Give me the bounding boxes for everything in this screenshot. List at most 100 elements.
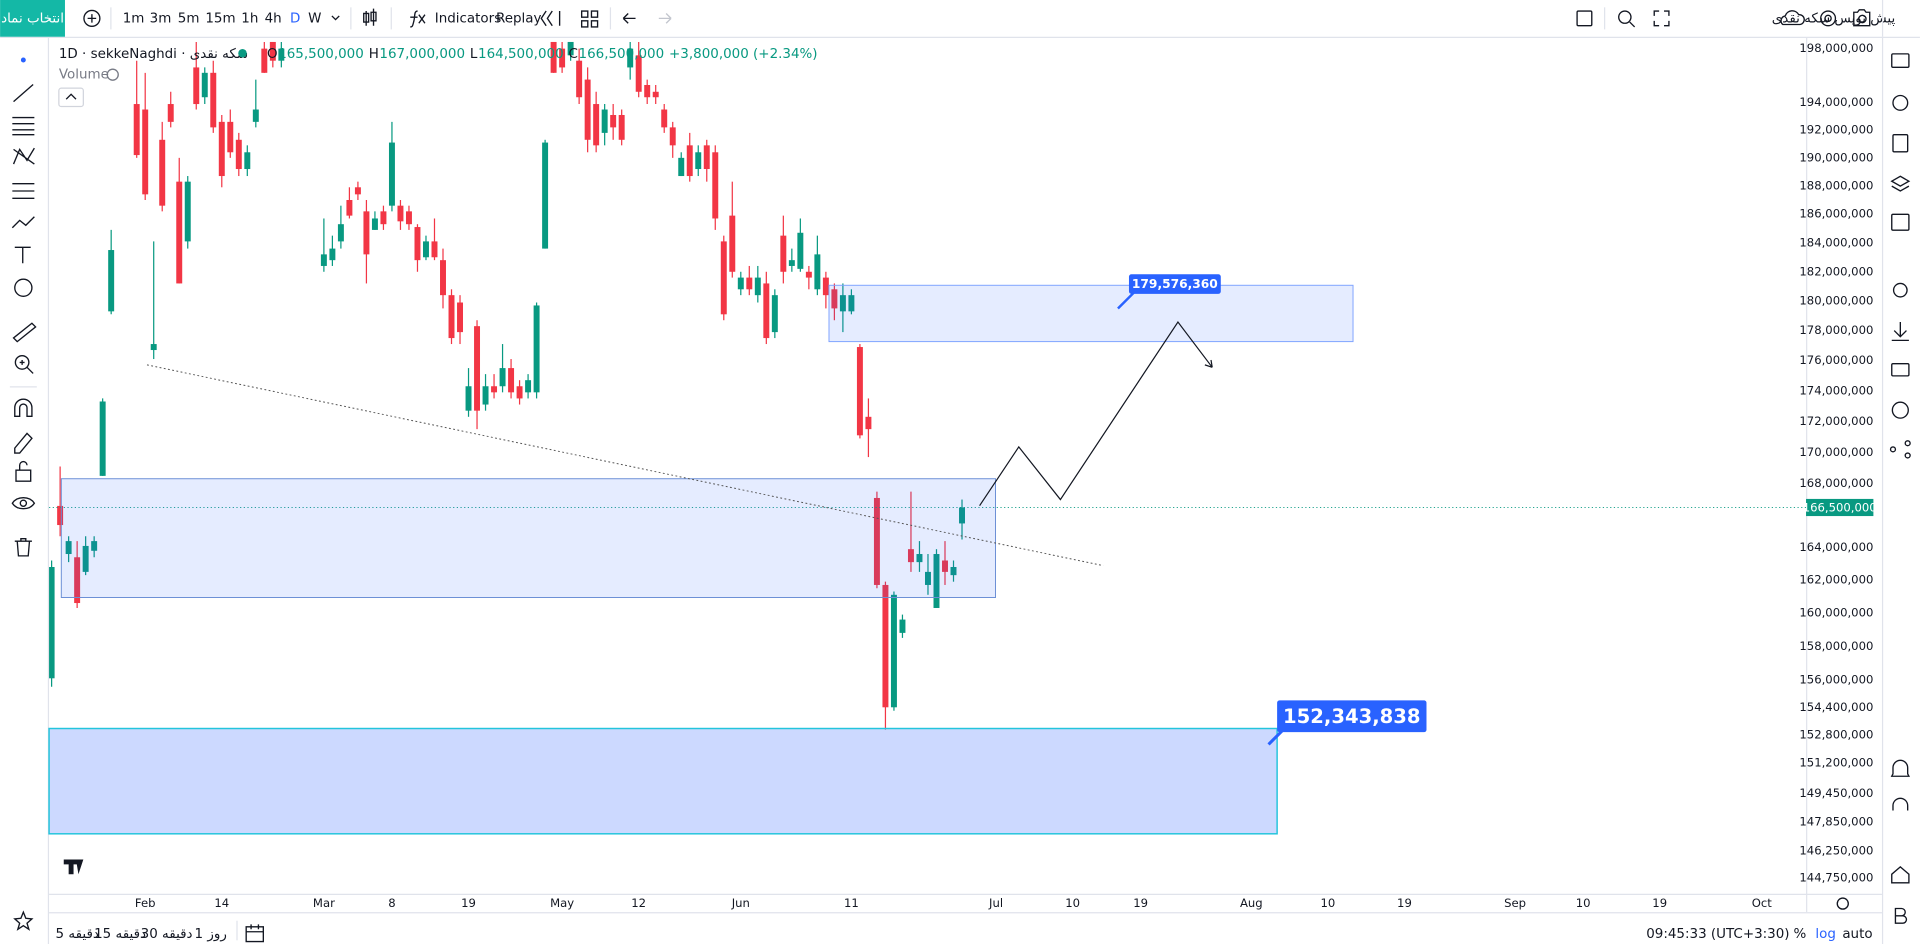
draw-mode-tool[interactable]: [14, 432, 33, 454]
delete-tool[interactable]: [14, 538, 32, 557]
interval-button[interactable]: 1h: [241, 11, 258, 26]
path-projection[interactable]: [979, 320, 1213, 507]
chart-type-icon[interactable]: [363, 8, 377, 26]
alerts-icon[interactable]: [1892, 94, 1909, 111]
replay-icon[interactable]: [540, 10, 561, 27]
interval-button[interactable]: 3m: [150, 11, 172, 26]
trend-line-tool[interactable]: [13, 83, 34, 103]
candle-body: [516, 386, 523, 399]
candle-body: [354, 187, 361, 195]
price-label-box[interactable]: [1277, 700, 1427, 733]
candle-body: [942, 560, 948, 572]
range-button[interactable]: دقیقه 5: [56, 927, 99, 942]
undo-icon[interactable]: [622, 12, 636, 24]
calendar-icon[interactable]: [1891, 213, 1910, 231]
y-tick-label: 182,000,000: [1799, 264, 1873, 278]
settings-icon[interactable]: [1892, 282, 1908, 298]
zoom-tool[interactable]: [14, 355, 30, 370]
layers-icon[interactable]: [1890, 175, 1911, 192]
date-range-icon[interactable]: [245, 924, 264, 943]
interval-button[interactable]: W: [308, 11, 321, 26]
range-button[interactable]: دقیقه 30: [141, 927, 193, 942]
visibility-tool[interactable]: [11, 497, 36, 510]
price-label-box[interactable]: [1128, 274, 1221, 294]
share-icon[interactable]: [1889, 446, 1897, 453]
emoji-tool[interactable]: [14, 278, 33, 297]
x-tick-label: Aug: [1240, 896, 1263, 910]
home-icon[interactable]: [1891, 865, 1910, 884]
ohlc-value: 165,500,000: [278, 47, 364, 62]
interval-button[interactable]: 5m: [178, 11, 200, 26]
x-tick-label: May: [550, 896, 574, 910]
ruler-tool[interactable]: [12, 322, 37, 343]
candle-body: [252, 109, 259, 122]
market-status[interactable]: [238, 48, 247, 58]
range-button[interactable]: دقیقه 15: [94, 927, 146, 942]
watchlist-icon[interactable]: [1891, 53, 1910, 69]
candle-body: [320, 254, 327, 266]
fullscreen-box-icon[interactable]: [1576, 10, 1593, 27]
percent-toggle[interactable]: %: [1794, 927, 1807, 942]
collapse-button[interactable]: [58, 87, 84, 108]
snapshot-icon[interactable]: [1853, 9, 1871, 27]
log-toggle[interactable]: log: [1815, 927, 1836, 942]
pattern-tool[interactable]: [12, 147, 35, 165]
interval-dropdown[interactable]: [331, 15, 340, 21]
candle-body: [618, 114, 625, 140]
candle-body: [899, 619, 906, 633]
support-icon[interactable]: [1892, 797, 1909, 811]
forecast-tool[interactable]: [11, 216, 35, 229]
candle-body: [542, 142, 549, 249]
clock[interactable]: 09:45:33 (UTC+3:30): [1646, 927, 1789, 942]
favorites-tool[interactable]: [13, 910, 34, 931]
text-tool[interactable]: [14, 246, 31, 264]
range-button[interactable]: روز 1: [195, 927, 227, 942]
candle-body: [244, 152, 251, 170]
interval-button[interactable]: 4h: [265, 11, 282, 26]
redo-icon[interactable]: [658, 12, 672, 24]
candle-body: [635, 55, 642, 92]
magnet-tool[interactable]: [14, 398, 33, 417]
brand-icon[interactable]: [1894, 907, 1908, 924]
candle-body: [729, 215, 736, 272]
projection-tool[interactable]: [12, 182, 35, 200]
lock-tool[interactable]: [15, 469, 32, 482]
replay-button[interactable]: Replay: [496, 11, 542, 26]
indicators-button[interactable]: Indicators: [435, 11, 501, 26]
account-icon[interactable]: [1891, 401, 1909, 419]
candle-body: [482, 386, 489, 405]
layout-name[interactable]: پیش نویس سکه نقدی: [1772, 11, 1896, 26]
layouts-icon[interactable]: [580, 10, 599, 28]
symbol-button[interactable]: [0, 0, 65, 37]
indicators-icon[interactable]: [410, 10, 426, 28]
notes-icon[interactable]: [1892, 134, 1909, 153]
interval-button[interactable]: 15m: [205, 11, 235, 26]
y-tick-label: 178,000,000: [1799, 323, 1873, 337]
y-tick-label: 168,000,000: [1799, 476, 1873, 490]
candle-body: [57, 505, 64, 526]
notifications-icon[interactable]: [1890, 759, 1910, 777]
zone-rectangle[interactable]: [48, 727, 1278, 835]
symbol-title[interactable]: سکه نقدی · 1D · sekkeNaghdi: [59, 47, 248, 62]
interval-button[interactable]: 1m: [123, 11, 145, 26]
interval-button[interactable]: D: [290, 11, 300, 26]
zone-rectangle[interactable]: [828, 284, 1354, 343]
candle-body: [227, 121, 234, 153]
settings-icon[interactable]: [1820, 10, 1837, 27]
candle-body: [457, 302, 463, 333]
fullscreen-icon[interactable]: [1653, 10, 1670, 27]
zone-rectangle[interactable]: [60, 478, 996, 598]
card-icon[interactable]: [1891, 362, 1910, 377]
trend-line[interactable]: [146, 364, 1104, 567]
search-icon[interactable]: [1618, 10, 1632, 24]
indicator-name[interactable]: Volume: [59, 68, 109, 83]
axis-settings-icon[interactable]: [1836, 897, 1849, 910]
auto-toggle[interactable]: auto: [1842, 927, 1872, 942]
add-symbol-icon[interactable]: [83, 9, 101, 27]
cursor-tool[interactable]: [20, 57, 26, 63]
symbol-button-label[interactable]: انتخاب نماد: [1, 11, 64, 26]
indicator-hidden-icon[interactable]: [106, 68, 119, 81]
fib-tool[interactable]: [12, 116, 35, 136]
download-icon[interactable]: [1891, 322, 1909, 342]
cloud-icon[interactable]: [1780, 10, 1805, 26]
